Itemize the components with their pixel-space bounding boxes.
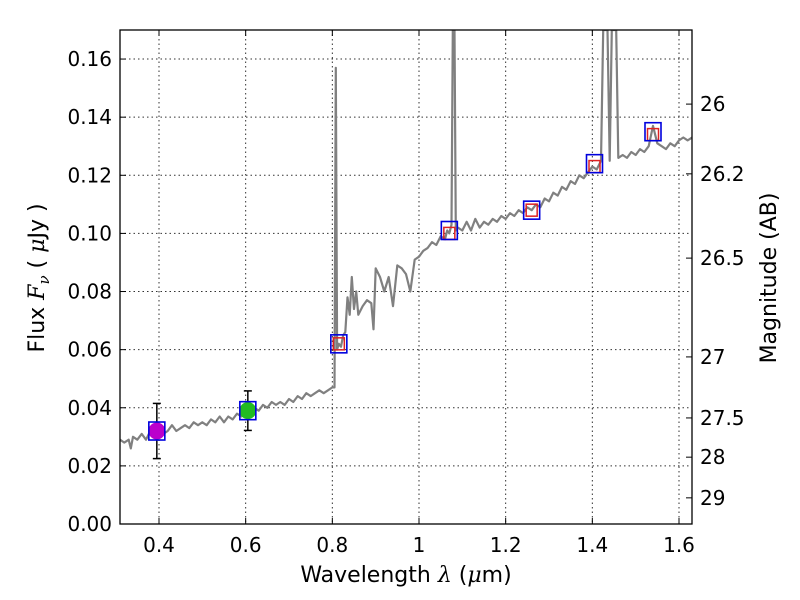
observed-flux-square xyxy=(332,337,346,351)
y-tick-label: 0.12 xyxy=(67,163,112,187)
y-tick-label: 0.06 xyxy=(67,338,112,362)
y-tick-label: 0.08 xyxy=(67,280,112,304)
tick-layer: 0.4 0.6 0.8 1 1.2 1.4 1.6 0.00 0.02 0.04 0.06 0.08 0… xyxy=(67,30,745,557)
observed-flux-square xyxy=(525,203,538,217)
x-tick-label: 0.8 xyxy=(316,533,348,557)
y-axis-label-right: Magnitude (AB) xyxy=(757,193,782,364)
y-tick-label: 0.14 xyxy=(67,105,112,129)
x-tick-label: 1.6 xyxy=(663,533,695,557)
x-axis-label: Wavelength λ (μm) xyxy=(300,563,511,588)
y-tick-label: 0.02 xyxy=(67,454,112,478)
right-tick-label: 27 xyxy=(700,345,725,369)
x-tick-label: 0.6 xyxy=(230,533,262,557)
model-photometry-square xyxy=(440,220,459,241)
right-tick-label: 28 xyxy=(700,445,725,469)
series-layer xyxy=(120,30,692,450)
x-tick-label: 1.4 xyxy=(576,533,608,557)
model-photometry-square xyxy=(585,153,604,174)
right-tick-label: 29 xyxy=(700,486,725,510)
model-photometry-square xyxy=(330,334,348,354)
model-photometry-square xyxy=(644,121,662,142)
right-tick-label: 26.5 xyxy=(700,246,745,270)
x-tick-label: 1 xyxy=(413,533,426,557)
marker-layer xyxy=(148,121,662,460)
right-tick-label: 26.2 xyxy=(700,162,745,186)
model-photometry-square xyxy=(148,421,166,441)
plot-frame xyxy=(119,29,693,525)
y-tick-label: 0.16 xyxy=(67,47,112,71)
measurement-point xyxy=(239,402,257,420)
y-tick-label: 0.10 xyxy=(67,221,112,245)
measurement-point xyxy=(148,422,166,440)
model-photometry-square xyxy=(239,400,257,421)
x-tick-label: 0.4 xyxy=(143,533,175,557)
y-tick-label: 0.00 xyxy=(67,512,112,536)
x-tick-label: 1.2 xyxy=(490,533,522,557)
y-axis-label: Flux Fν ( μJy ) xyxy=(25,203,53,352)
y-tick-label: 0.04 xyxy=(67,396,112,420)
model-photometry-square xyxy=(522,200,541,220)
sed-line xyxy=(120,30,692,450)
right-tick-label: 27.5 xyxy=(700,406,745,430)
right-tick-label: 26 xyxy=(700,92,725,116)
